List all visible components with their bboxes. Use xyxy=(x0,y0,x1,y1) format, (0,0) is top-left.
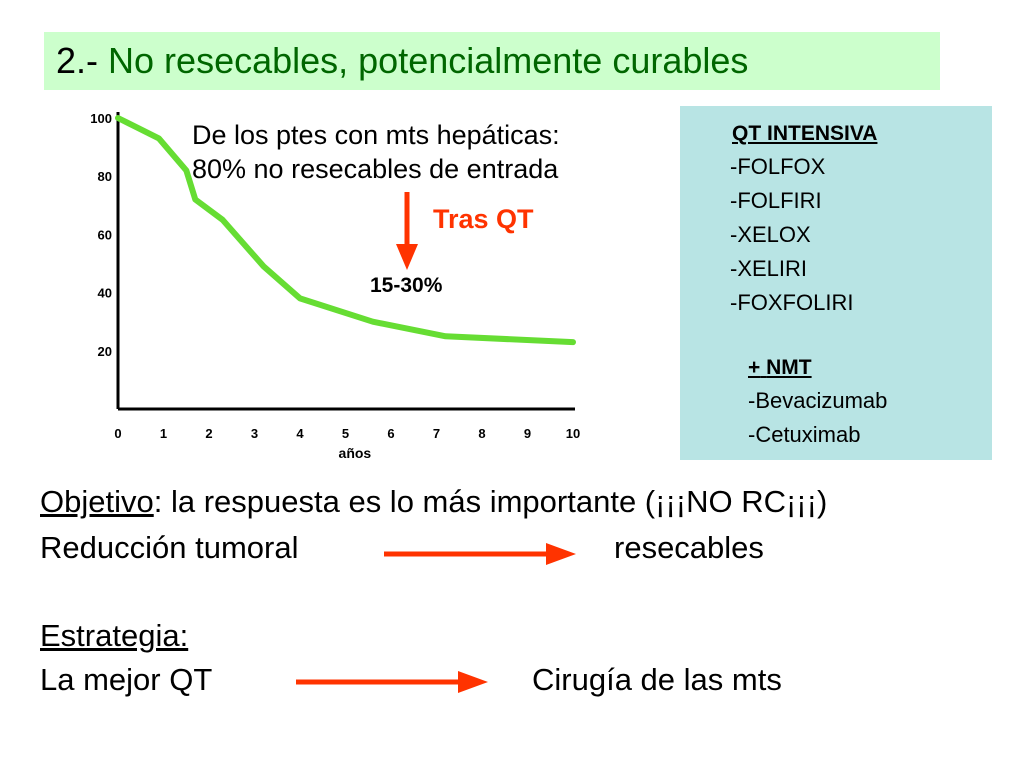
chart-ticks: 0 1 2 3 4 5 6 7 8 9 10 20 40 60 80 100 años xyxy=(90,111,580,461)
x-tick-label: 5 xyxy=(342,426,349,441)
y-tick-label: 20 xyxy=(98,344,112,359)
series-line xyxy=(115,115,576,346)
nmt-plus: + xyxy=(748,356,761,379)
x-tick-label: 7 xyxy=(433,426,440,441)
x-tick-label: 0 xyxy=(114,426,121,441)
reduction-right: resecables xyxy=(614,530,764,565)
chart-series xyxy=(115,115,576,346)
y-tick-label: 80 xyxy=(98,169,112,184)
percent-label: 15-30% xyxy=(370,274,443,297)
qt-item: -FOLFIRI xyxy=(730,188,822,213)
y-tick-label: 100 xyxy=(90,111,112,126)
strategy-right: Cirugía de las mts xyxy=(532,662,782,697)
qt-item: -FOLFOX xyxy=(730,154,826,179)
tras-qt-label: Tras QT xyxy=(433,204,534,234)
title-main-text: No resecables, potencialmente curables xyxy=(108,40,749,81)
x-tick-label: 8 xyxy=(478,426,485,441)
qt-item: -XELOX xyxy=(730,222,811,247)
x-tick-label: 6 xyxy=(387,426,394,441)
qt-item: -FOXFOLIRI xyxy=(730,290,854,315)
annotation-line-1: De los ptes con mts hepáticas: xyxy=(192,120,560,150)
x-axis-title: años xyxy=(339,445,372,461)
nmt-item: -Bevacizumab xyxy=(748,388,888,413)
x-tick-label: 4 xyxy=(296,426,304,441)
objective-label: Objetivo xyxy=(40,484,154,519)
nmt-heading-row: + NMT xyxy=(748,356,812,380)
nmt-item: -Cetuximab xyxy=(748,422,861,447)
qt-box: QT INTENSIVA -FOLFOX -FOLFIRI -XELOX -XE… xyxy=(680,106,992,460)
x-tick-label: 9 xyxy=(524,426,531,441)
reduction-left: Reducción tumoral xyxy=(40,530,299,565)
x-tick-label: 10 xyxy=(566,426,580,441)
qt-item: -XELIRI xyxy=(730,256,808,281)
right-arrow-icon xyxy=(384,543,576,565)
chart-axes xyxy=(116,112,575,411)
x-tick-label: 1 xyxy=(160,426,167,441)
y-tick-label: 60 xyxy=(98,227,112,242)
objective-line: Objetivo: la respuesta es lo más importa… xyxy=(40,484,827,520)
qt-intensiva-heading: QT INTENSIVA xyxy=(732,122,878,145)
x-tick-label: 3 xyxy=(251,426,258,441)
x-tick-label: 2 xyxy=(205,426,212,441)
strategy-left: La mejor QT xyxy=(40,662,213,697)
right-arrow-icon xyxy=(296,671,488,693)
annotation-line-2: 80% no resecables de entrada xyxy=(192,154,559,184)
survival-chart: 0 1 2 3 4 5 6 7 8 9 10 20 40 60 80 100 años xyxy=(90,111,580,461)
objective-text: : la respuesta es lo más importante (¡¡¡… xyxy=(153,484,828,519)
title-number: 2.- xyxy=(56,40,99,81)
slide-title: 2.- No resecables, potencialmente curabl… xyxy=(56,41,748,81)
strategy-label: Estrategia: xyxy=(40,618,189,653)
y-tick-label: 40 xyxy=(98,286,112,301)
title-bar: 2.- No resecables, potencialmente curabl… xyxy=(44,32,940,90)
nmt-heading: NMT xyxy=(766,356,812,379)
down-arrow-icon xyxy=(396,192,418,270)
